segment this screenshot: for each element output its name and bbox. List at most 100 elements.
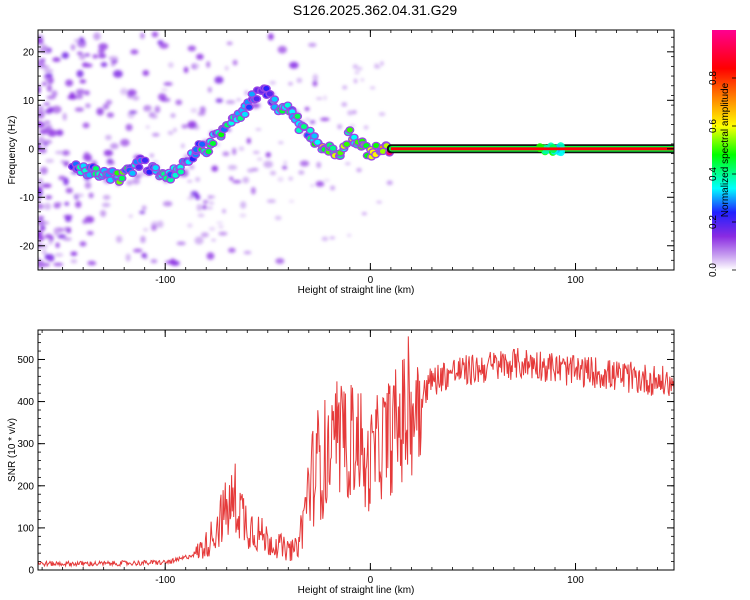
colorbar-gradient xyxy=(712,30,736,270)
noise-blob xyxy=(106,112,115,118)
noise-blob xyxy=(51,90,58,97)
noise-blob xyxy=(207,86,212,93)
noise-blob xyxy=(68,96,78,100)
noise-blob xyxy=(308,42,317,47)
noise-blob xyxy=(38,230,42,238)
band-core-top xyxy=(390,147,674,151)
noise-blob xyxy=(150,259,158,264)
noise-blob xyxy=(240,201,247,209)
noise-blob xyxy=(323,95,327,101)
noise-blob xyxy=(195,176,201,182)
ridge-core xyxy=(167,177,174,183)
noise-blob xyxy=(47,254,55,262)
ridge-core xyxy=(307,128,314,134)
colorbar: 0.0 0.2 0.4 0.6 0.8 Normalized spectral ampl… xyxy=(708,30,736,277)
noise-blob xyxy=(45,124,53,129)
ridge-core xyxy=(379,148,386,154)
noise-blob xyxy=(312,80,318,87)
spectrogram-plot-area xyxy=(38,31,674,269)
ridge-core xyxy=(129,170,136,176)
noise-blob xyxy=(218,225,224,229)
noise-blob xyxy=(82,219,88,224)
snr-series-line xyxy=(38,336,674,568)
spectrogram-steady-band xyxy=(386,142,674,157)
ridge-core xyxy=(300,124,307,130)
noise-blob xyxy=(131,178,141,185)
noise-blob xyxy=(194,236,204,245)
colorbar-tick-label: 0.6 xyxy=(708,119,719,133)
noise-blob xyxy=(269,170,277,176)
colorbar-label: Normalized spectral amplitude xyxy=(720,82,731,217)
noise-blob xyxy=(61,51,69,59)
figure-title: S126.2025.362.04.31.G29 xyxy=(293,2,457,18)
noise-blob xyxy=(43,102,51,106)
noise-blob xyxy=(278,141,284,144)
spectrogram-frame xyxy=(37,29,675,271)
noise-blob xyxy=(84,53,91,57)
ridge-core xyxy=(311,133,318,139)
noise-blob xyxy=(55,242,60,248)
noise-blob xyxy=(196,203,202,212)
noise-blob xyxy=(66,227,72,234)
noise-blob xyxy=(120,138,130,147)
noise-blob xyxy=(84,90,90,96)
ridge-core xyxy=(351,134,358,140)
noise-blob xyxy=(45,195,53,200)
noise-blob xyxy=(232,180,242,184)
noise-blob xyxy=(288,176,293,181)
noise-blob xyxy=(218,231,228,236)
noise-blob xyxy=(187,120,197,129)
noise-blob xyxy=(208,201,215,205)
snr-y-tick-label: 400 xyxy=(17,397,34,408)
noise-blob xyxy=(283,160,288,166)
noise-blob xyxy=(127,89,137,97)
noise-blob xyxy=(75,193,84,198)
noise-blob xyxy=(79,241,87,247)
ridge-core xyxy=(218,132,225,138)
noise-blob xyxy=(103,149,114,157)
noise-blob xyxy=(232,147,237,156)
snr-axes: -100 0 100 0 100 200 300 400 500 xyxy=(17,330,674,586)
noise-blob xyxy=(222,208,227,214)
noise-blob xyxy=(98,43,109,50)
noise-blob xyxy=(288,82,293,86)
ridge-core xyxy=(241,111,248,117)
snr-x-tick-label: -100 xyxy=(155,575,175,586)
ridge-core xyxy=(343,141,350,147)
noise-blob xyxy=(228,247,236,253)
noise-blob xyxy=(246,137,251,144)
noise-blob xyxy=(133,248,143,253)
spectrogram-y-tick-label: -10 xyxy=(20,193,35,204)
noise-blob xyxy=(61,149,71,156)
noise-blob xyxy=(244,90,249,96)
noise-blob xyxy=(38,218,45,226)
noise-blob xyxy=(159,42,169,49)
noise-blob xyxy=(200,232,209,238)
noise-blob xyxy=(108,56,118,60)
noise-blob xyxy=(208,226,216,231)
noise-blob xyxy=(196,53,204,60)
noise-blob xyxy=(128,110,138,115)
noise-blob xyxy=(374,65,381,69)
colorbar-ticks: 0.0 0.2 0.4 0.6 0.8 xyxy=(708,71,736,277)
noise-blob xyxy=(55,150,65,155)
noise-blob xyxy=(173,127,177,133)
noise-blob xyxy=(181,124,188,129)
noise-blob xyxy=(168,62,174,68)
ridge-core xyxy=(141,157,148,163)
noise-blob xyxy=(199,106,206,114)
noise-blob xyxy=(214,76,224,84)
ridge-core xyxy=(246,104,253,110)
noise-blob xyxy=(170,113,176,118)
noise-blob xyxy=(39,65,50,69)
noise-blob xyxy=(145,108,152,111)
ridge-core xyxy=(329,145,336,151)
noise-blob xyxy=(266,199,276,204)
spectrogram-ridge xyxy=(67,84,394,186)
noise-blob xyxy=(53,202,62,206)
noise-blob xyxy=(187,45,197,52)
spectrogram-x-tick-label: 100 xyxy=(567,275,584,286)
noise-blob xyxy=(47,107,54,112)
noise-blob xyxy=(105,134,112,141)
